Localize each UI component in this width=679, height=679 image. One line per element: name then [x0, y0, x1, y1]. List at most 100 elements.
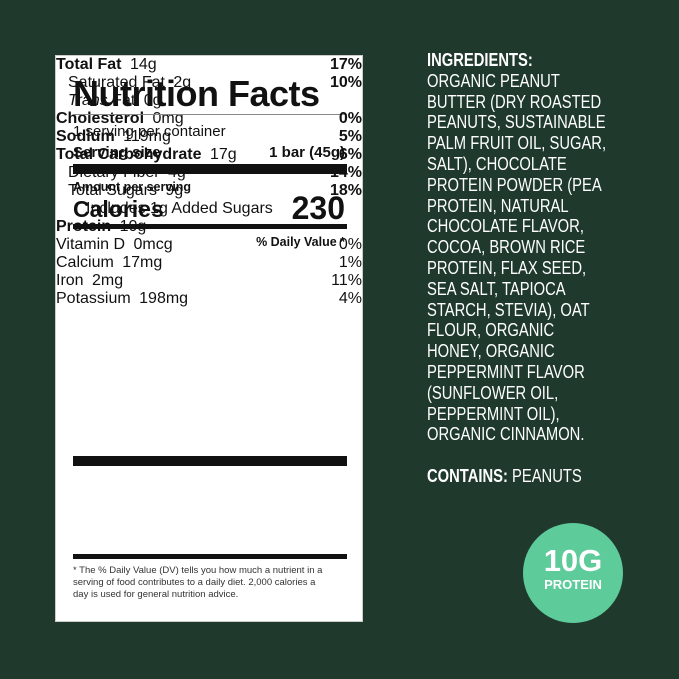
nutrient-name-group: Trans Fat 0g: [56, 92, 162, 109]
servings: 1 serving per container: [73, 123, 226, 140]
nutrient-dv: 14%: [329, 164, 362, 181]
nutrition-label: Nutrition Facts 1 serving per container …: [55, 55, 363, 622]
nutrient-name: Saturated Fat: [68, 74, 165, 91]
nutrient-name: Total Carbohydrate: [56, 146, 202, 163]
nutrient-amount: 17mg: [122, 254, 163, 271]
ingredient-line: SEA SALT, TAPIOCA: [427, 278, 566, 299]
ingredient-line: PROTEIN POWDER (PEA: [427, 174, 602, 195]
ingredient-line: PEANUTS, SUSTAINABLE: [427, 112, 606, 133]
serving-size-label: Serving size: [73, 144, 161, 161]
nutrient-name-group: Calcium 17mg: [56, 254, 162, 271]
nutrient-name-group: Sodium 119mg: [56, 128, 171, 145]
nutrient-name-group: Total Sugars 9g: [56, 182, 183, 199]
thick-rule: [73, 164, 347, 174]
nutrient-name: Total Fat: [56, 56, 122, 73]
contains-value: PEANUTS: [512, 466, 582, 487]
nutrient-dv: 0%: [338, 110, 362, 127]
footnote-line: * The % Daily Value (DV) tells you how m…: [73, 564, 323, 576]
nutrient-row: Vitamin D 0mcg 0%: [56, 236, 362, 254]
footnote-line: day is used for general nutrition advice…: [73, 588, 239, 600]
nutrient-amount: 17g: [209, 146, 237, 163]
nutrient-name: Potassium: [56, 290, 131, 307]
nutrient-dv: 17%: [329, 56, 362, 73]
ingredient-line: PEPPERMINT OIL),: [427, 403, 560, 424]
serving-size: 1 bar (45g): [269, 144, 345, 161]
contains-label: CONTAINS:: [427, 466, 508, 487]
ingredient-line: FLOUR, ORGANIC: [427, 320, 555, 341]
nutrient-name-group: Potassium 198mg: [56, 290, 188, 307]
nutrient-amount: 0mcg: [133, 236, 173, 253]
nutrient-name: Calcium: [56, 254, 114, 271]
nutrient-amount: 2g: [173, 74, 192, 91]
nutrient-row: Saturated Fat 2g 10%: [56, 74, 362, 92]
protein-badge: 10G PROTEIN: [523, 523, 623, 623]
ingredient-line: BUTTER (DRY ROASTED: [427, 91, 602, 112]
ingredient-line: COCOA, BROWN RICE: [427, 237, 586, 258]
nutrient-amount: 198mg: [139, 290, 189, 307]
nutrient-dv: 0%: [338, 236, 362, 253]
nutrient-dv: 1%: [338, 254, 362, 271]
badge-value: 10G: [543, 543, 603, 578]
nutrient-dv: 18%: [329, 182, 362, 199]
nutrient-amount: 14g: [129, 56, 157, 73]
nutrient-row: Sodium 119mg 5%: [56, 128, 362, 146]
nutrient-name: Total Sugars: [68, 182, 157, 199]
ingredients-heading: INGREDIENTS:: [427, 50, 533, 70]
amount-per-serving: Amount per serving: [73, 180, 192, 194]
nutrient-note: Includes 1g Added Sugars: [86, 200, 273, 217]
nutrient-amount: 9g: [165, 182, 184, 199]
nutrient-dv: 11%: [331, 272, 362, 289]
contains: CONTAINS: PEANUTS: [427, 466, 606, 487]
nutrient-dv: 6%: [338, 146, 362, 163]
calories: 230: [291, 190, 345, 226]
nutrient-row: Potassium 198mg 4%: [56, 290, 362, 308]
nutrient-name-group: Total Carbohydrate 17g: [56, 146, 237, 163]
nutrient-name-group: Saturated Fat 2g: [56, 74, 191, 91]
medium-rule: [73, 224, 347, 229]
nutrient-row: Total Sugars 9g 18%: [56, 182, 362, 200]
ingredient-line: ORGANIC CINNAMON.: [427, 424, 585, 445]
nutrient-name: Fat: [112, 92, 136, 109]
nutrient-dv: 4%: [338, 290, 362, 307]
nutrient-row: Includes 1g Added Sugars: [56, 200, 362, 218]
ingredient-line: (SUNFLOWER OIL,: [427, 382, 559, 403]
nutrient-row: Calcium 17mg 1%: [56, 254, 362, 272]
dv-header: % Daily Value *: [256, 235, 345, 249]
ingredient-line: PEPPERMINT FLAVOR: [427, 361, 585, 382]
nutrient-name: Vitamin D: [56, 236, 126, 253]
ingredient-line: PROTEIN, NATURAL: [427, 195, 569, 216]
medium-rule: [73, 553, 347, 559]
ingredient-line: HONEY, ORGANIC: [427, 341, 555, 362]
nutrient-row: Total Fat 14g 17%: [56, 56, 362, 74]
thick-rule: [73, 456, 347, 466]
nutrient-name-italic: Trans: [68, 92, 108, 109]
nutrient-name: Sodium: [56, 128, 115, 145]
nutrient-name-group: Total Fat 14g: [56, 56, 157, 73]
badge-label: PROTEIN: [544, 577, 602, 592]
footnote: * The % Daily Value (DV) tells you how m…: [73, 565, 322, 601]
calories-label: Calories: [73, 196, 164, 222]
ingredient-line: STARCH, STEVIA), OAT: [427, 299, 590, 320]
nutrient-name-group: Iron 2mg: [56, 272, 123, 289]
nutrient-name-group: Vitamin D 0mcg: [56, 236, 173, 253]
rule: [73, 114, 347, 115]
ingredients: INGREDIENTS: ORGANIC PEANUT BUTTER (DRY RO…: [427, 50, 606, 487]
label-title: Nutrition Facts: [73, 73, 320, 114]
nutrient-row: Iron 2mg 11%: [56, 272, 362, 290]
ingredient-line: PALM FRUIT OIL, SUGAR,: [427, 133, 607, 154]
nutrient-row: Trans Fat 0g: [56, 92, 362, 110]
nutrient-amount: 119mg: [123, 128, 171, 145]
nutrient-dv: 10%: [329, 74, 362, 91]
nutrient-row: Total Carbohydrate 17g 6%: [56, 146, 362, 164]
nutrient-rows: Total Fat 14g 17% Saturated Fat 2g 10% Trans…: [56, 56, 362, 308]
ingredient-lines: INGREDIENTS: ORGANIC PEANUT BUTTER (DRY RO…: [427, 50, 606, 445]
ingredient-line: CHOCOLATE FLAVOR,: [427, 216, 584, 237]
nutrient-amount: 0g: [143, 92, 162, 109]
nutrient-name: Iron: [56, 272, 84, 289]
nutrient-amount: 2mg: [92, 272, 124, 289]
ingredient-line: PROTEIN, FLAX SEED,: [427, 257, 587, 278]
nutrient-dv: 5%: [338, 128, 362, 145]
ingredient-line: SALT), CHOCOLATE: [427, 153, 567, 174]
footnote-line: serving of food contributes to a daily d…: [73, 576, 316, 588]
